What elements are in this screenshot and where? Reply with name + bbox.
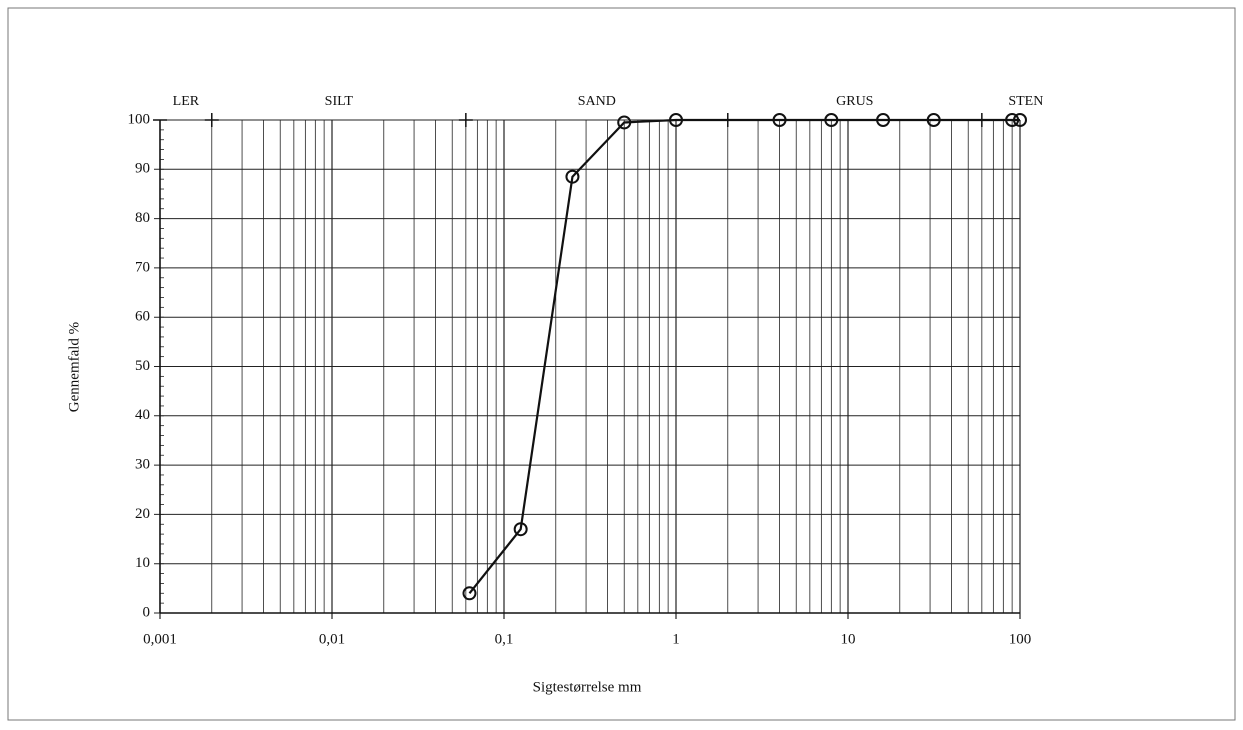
x-tick-label: 10: [841, 631, 856, 647]
data-point: [876, 113, 891, 127]
data-point: [462, 586, 477, 601]
data-line: [468, 118, 1020, 594]
zone-label: GRUS: [836, 94, 873, 109]
data-point: [617, 115, 632, 130]
frame: [7, 7, 1236, 721]
y-tick-label: 70: [135, 259, 150, 275]
zone-label: SAND: [578, 94, 616, 109]
data-point: [772, 113, 787, 127]
y-tick-label: 40: [135, 407, 150, 423]
zone-label: LER: [173, 94, 200, 109]
data-point: [1013, 113, 1027, 127]
data-point: [513, 522, 528, 537]
zone-label: STEN: [1008, 94, 1043, 109]
x-axis-title: Sigtestørrelse mm: [533, 679, 642, 695]
y-tick-label: 60: [135, 309, 150, 325]
y-tick-label: 0: [143, 604, 151, 620]
y-tick-label: 30: [135, 457, 150, 473]
y-tick-label: 10: [135, 555, 150, 571]
y-tick-label: 90: [135, 161, 150, 177]
data-point: [926, 113, 941, 127]
data-point: [824, 113, 839, 127]
y-tick-label: 20: [135, 506, 150, 522]
x-tick-label: 1: [672, 631, 680, 647]
y-axis-title: Gennemfald %: [66, 322, 82, 412]
x-tick-label: 0,01: [319, 631, 345, 647]
x-tick-label: 100: [1009, 631, 1032, 647]
x-tick-label: 0,001: [143, 631, 177, 647]
data-point: [565, 169, 580, 184]
y-tick-label: 50: [135, 358, 150, 374]
y-tick-label: 80: [135, 210, 150, 226]
data-point: [1005, 113, 1020, 127]
zone-label: SILT: [325, 94, 354, 109]
y-tick-label: 100: [128, 111, 151, 127]
x-tick-label: 0,1: [495, 631, 514, 647]
data-point: [669, 113, 683, 127]
